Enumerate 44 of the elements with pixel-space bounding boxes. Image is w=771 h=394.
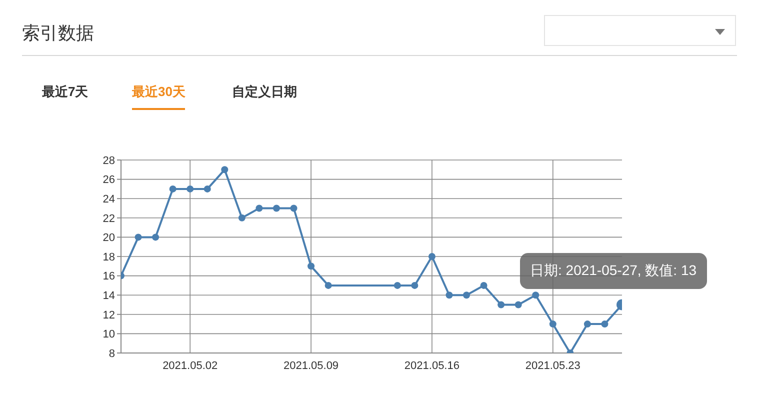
y-tick-label: 26 — [102, 174, 115, 186]
y-tick-label: 16 — [102, 270, 115, 283]
point — [532, 292, 540, 299]
y-tick-label: 18 — [102, 251, 115, 264]
point — [324, 282, 332, 289]
point — [549, 320, 556, 328]
point — [514, 301, 522, 308]
point — [221, 166, 228, 174]
annotation: 日期: 2021-05-27, 数值: 13 — [520, 252, 707, 289]
point — [601, 320, 608, 328]
point — [134, 234, 142, 241]
point — [463, 292, 470, 299]
x-tick-label: 2021.05.23 — [525, 360, 580, 372]
x-tick-label: 2021.05.09 — [284, 360, 339, 372]
point — [152, 234, 160, 241]
text: 最近7天 — [42, 83, 88, 101]
y-tick-label: 20 — [102, 232, 115, 244]
point — [394, 282, 401, 289]
point — [256, 204, 263, 212]
y-tick-label: 12 — [102, 309, 115, 322]
point — [169, 185, 176, 192]
point — [204, 185, 211, 192]
point — [428, 253, 436, 260]
point — [186, 185, 194, 192]
y-tick-label: 14 — [102, 290, 115, 302]
x-tick-label: 2021.05.16 — [404, 360, 460, 372]
y-tick-label: 10 — [102, 328, 115, 341]
point — [480, 282, 488, 289]
text: 最近30天 — [132, 83, 186, 110]
x-tick-label: 2021.05.02 — [162, 360, 218, 372]
chart-title: 索引数据 — [22, 22, 94, 45]
point — [411, 282, 418, 289]
text: 自定义日期 — [232, 83, 297, 101]
point — [238, 214, 246, 222]
point — [498, 301, 505, 308]
point — [584, 320, 591, 328]
y-tick-label: 28 — [102, 154, 115, 167]
point — [290, 204, 298, 212]
point — [272, 204, 280, 212]
point — [308, 262, 315, 270]
point — [446, 292, 453, 299]
y-tick-label: 8 — [108, 348, 115, 360]
y-tick-label: 24 — [102, 194, 115, 206]
y-tick-label: 22 — [102, 212, 115, 225]
